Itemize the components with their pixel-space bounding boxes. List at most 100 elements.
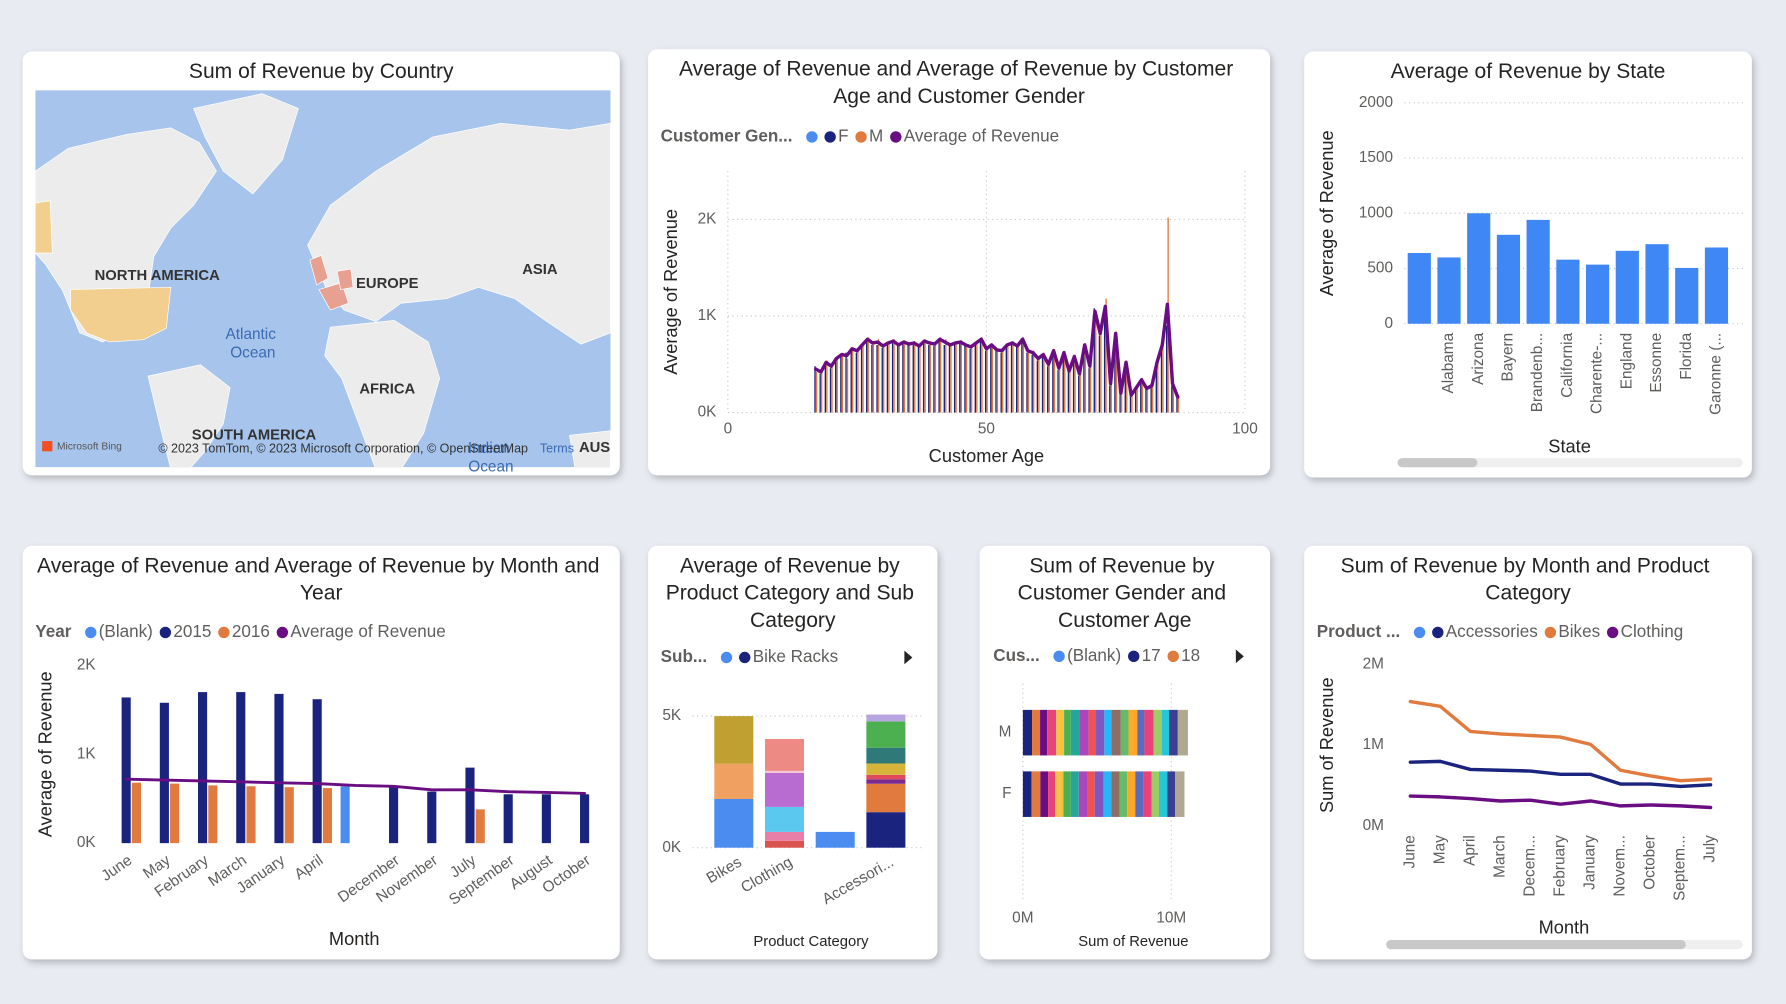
map — [35, 90, 611, 468]
title-line: Indian — [468, 440, 514, 457]
bar-segment — [1175, 771, 1185, 817]
line — [1408, 794, 1713, 810]
land — [193, 93, 299, 195]
bar — [208, 785, 218, 844]
map-label: AFRICA — [359, 382, 415, 398]
legend-marker — [218, 626, 230, 639]
legend-next[interactable] — [904, 650, 913, 665]
bar — [1704, 247, 1729, 324]
bar-segment — [1070, 709, 1080, 756]
bar-segment — [764, 831, 805, 841]
terms-link[interactable]: Terms — [540, 441, 574, 455]
x-tick-label: January — [1582, 835, 1599, 890]
bar-segment — [1161, 709, 1170, 756]
bar — [503, 794, 513, 844]
bar-segment — [1022, 709, 1033, 756]
legend-marker — [890, 131, 902, 143]
x-tick-label: Brandenb... — [1529, 333, 1546, 412]
bar-segment — [1032, 709, 1041, 756]
map-label: Atlantic Ocean — [226, 326, 281, 361]
legend-label: 17 — [1142, 646, 1161, 665]
legend-marker — [276, 626, 289, 639]
land — [324, 319, 441, 468]
x-tick-label: Novem... — [1612, 835, 1629, 896]
bar — [340, 786, 350, 844]
legend-marker — [720, 651, 733, 664]
bar-segment — [1040, 771, 1049, 817]
bar — [541, 794, 551, 844]
scrollbar-thumb[interactable] — [1386, 939, 1686, 950]
bar-segment — [866, 812, 906, 848]
bar-segment — [1111, 771, 1120, 817]
bar-segment — [1143, 771, 1152, 817]
chart-title: Average of Revenue and Average of Revenu… — [679, 57, 1239, 107]
legend-label: F — [838, 126, 848, 145]
bar-segment — [1137, 709, 1145, 756]
bar-segment — [1111, 709, 1121, 756]
y-tick-label: 2K — [698, 210, 718, 227]
x-tick-label: England — [1618, 333, 1635, 389]
map-label: ASIA — [522, 262, 558, 278]
bar-segment — [714, 763, 754, 800]
y-axis-title: Average of Revenue — [36, 671, 56, 837]
legend-marker — [1167, 650, 1179, 663]
title-line: Product Category and Sub — [666, 581, 920, 604]
title-line: Customer Gender and — [1018, 581, 1232, 604]
bar-segment — [764, 770, 805, 773]
bar — [236, 692, 246, 844]
bar-segment — [1040, 709, 1048, 756]
bar — [475, 809, 485, 844]
legend-label: Bikes — [1558, 622, 1600, 641]
bar — [322, 788, 332, 844]
y-tick-label: 0K — [698, 404, 718, 421]
legend-label: Bike Racks — [753, 647, 838, 666]
y-tick-label: F — [1002, 785, 1011, 802]
y-tick-label: 0 — [1384, 315, 1393, 332]
bar-segment — [1128, 709, 1138, 756]
bar-segment — [1087, 771, 1095, 817]
bar — [1467, 213, 1491, 324]
chart-title: Average of Revenue by Product Category a… — [666, 554, 920, 632]
x-axis-title: State — [1548, 437, 1591, 457]
attribution: © 2023 TomTom, © 2023 Microsoft Corporat… — [158, 441, 528, 455]
bar-segment — [1153, 709, 1162, 756]
bar-segment — [815, 831, 855, 848]
map-label: SOUTH AMERICA — [192, 427, 317, 443]
land — [147, 364, 231, 468]
bar-segment — [866, 721, 906, 748]
legend-title: Year — [35, 622, 71, 641]
scrollbar-thumb[interactable] — [1397, 458, 1478, 468]
legend-marker — [739, 651, 751, 664]
bar — [1526, 219, 1550, 324]
bar-segment — [1120, 709, 1129, 756]
title-line: Category — [750, 609, 836, 632]
legend-marker — [855, 131, 867, 143]
y-tick-label: 1K — [77, 745, 97, 762]
bar-segment — [1056, 709, 1065, 756]
y-tick-label: 1500 — [1359, 149, 1393, 166]
land — [336, 268, 354, 290]
title-line: Sum of Revenue by Country — [189, 60, 454, 83]
map-label: NORTH AMERICA — [95, 268, 221, 284]
title-line: Category — [1485, 581, 1571, 604]
bar — [1586, 264, 1610, 324]
legend-marker — [85, 626, 97, 639]
legend-marker — [159, 626, 172, 639]
legend-next[interactable] — [1235, 649, 1244, 664]
title-line: Age and Customer Gender — [833, 85, 1085, 108]
bar — [1437, 257, 1461, 324]
bar-segment — [1022, 771, 1032, 817]
bar — [465, 767, 475, 844]
legend-label: (Blank) — [99, 622, 153, 641]
bar — [1407, 253, 1431, 324]
bar-segment — [1144, 709, 1154, 756]
bar-segment — [764, 772, 805, 807]
map-label: EUROPE — [356, 276, 419, 292]
bar — [1615, 250, 1639, 324]
bar-segment — [764, 806, 805, 832]
legend-label: 2016 — [232, 622, 270, 641]
bar-segment — [1119, 771, 1128, 817]
x-tick-label: February — [1552, 835, 1569, 897]
